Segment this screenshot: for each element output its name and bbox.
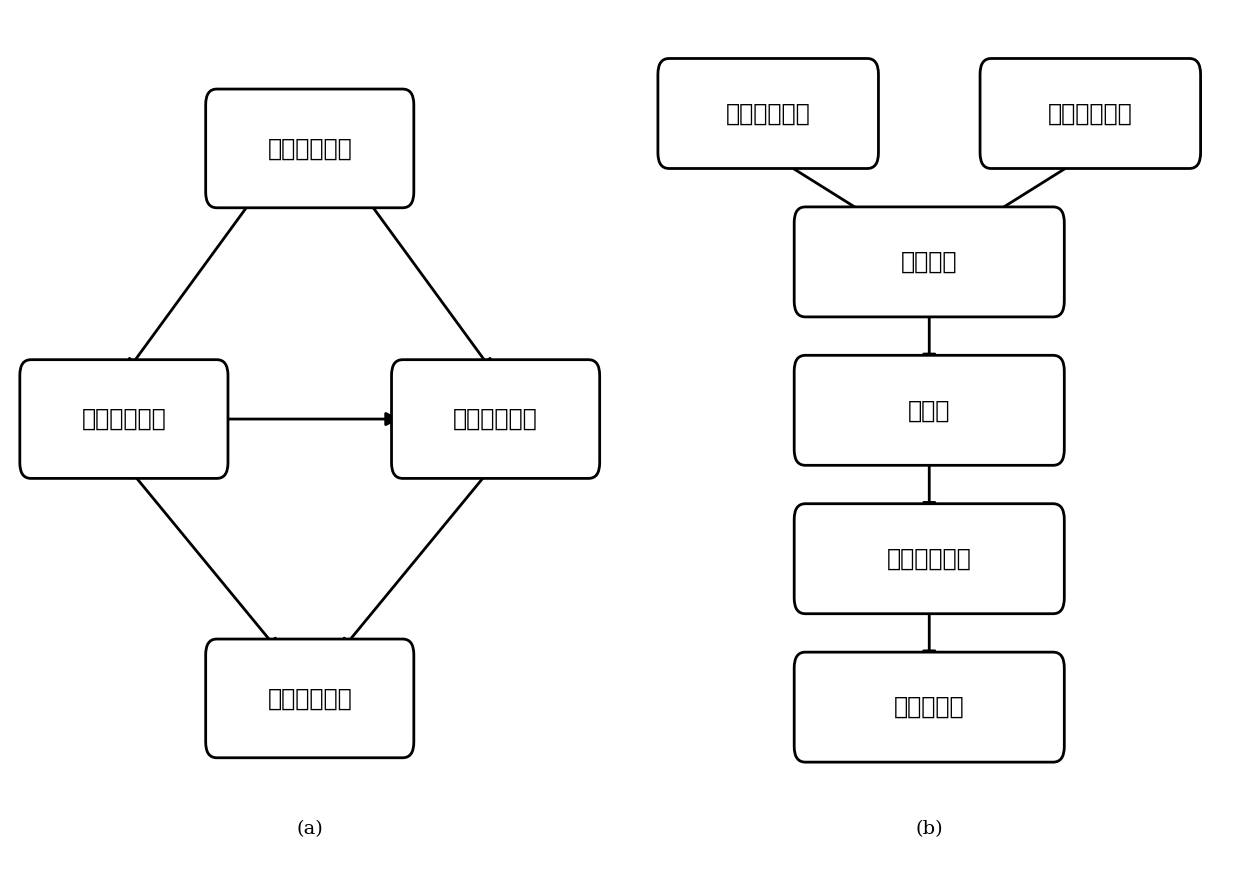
Text: (b): (b) bbox=[916, 821, 943, 838]
Text: 阴影检测结果: 阴影检测结果 bbox=[726, 101, 810, 126]
Text: 图像分解: 图像分解 bbox=[901, 250, 958, 274]
Text: 输入阴影图像: 输入阴影图像 bbox=[268, 136, 352, 161]
FancyBboxPatch shape bbox=[206, 89, 414, 208]
Text: 自适应光转移: 自适应光转移 bbox=[887, 546, 971, 571]
Text: 提取阴影掩膜: 提取阴影掩膜 bbox=[82, 407, 166, 431]
Text: 阴影检测结果: 阴影检测结果 bbox=[268, 686, 352, 711]
FancyBboxPatch shape bbox=[980, 58, 1201, 168]
FancyBboxPatch shape bbox=[658, 58, 878, 168]
Text: 输入阴影图像: 输入阴影图像 bbox=[1048, 101, 1132, 126]
FancyBboxPatch shape bbox=[794, 504, 1064, 614]
FancyBboxPatch shape bbox=[20, 360, 228, 478]
Text: 光一致优化: 光一致优化 bbox=[893, 695, 965, 719]
Text: 块匹配: 块匹配 bbox=[908, 398, 950, 423]
FancyBboxPatch shape bbox=[794, 652, 1064, 762]
Text: (a): (a) bbox=[296, 821, 323, 838]
FancyBboxPatch shape bbox=[794, 207, 1064, 317]
FancyBboxPatch shape bbox=[794, 355, 1064, 465]
Text: 提取半影区域: 提取半影区域 bbox=[453, 407, 538, 431]
FancyBboxPatch shape bbox=[392, 360, 600, 478]
FancyBboxPatch shape bbox=[206, 639, 414, 758]
